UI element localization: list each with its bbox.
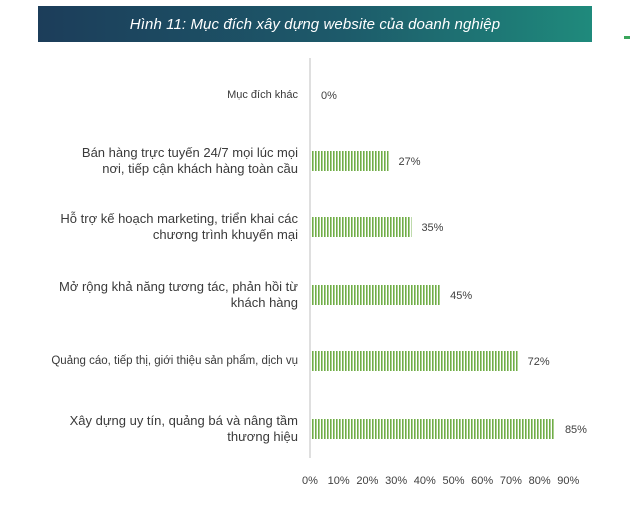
data-label: 0% xyxy=(321,90,337,102)
data-label: 27% xyxy=(398,156,420,168)
chart-title: Hình 11: Mục đích xây dựng website của d… xyxy=(129,15,501,33)
x-tick-label: 80% xyxy=(529,475,551,487)
category-label: Bán hàng trực tuyến 24/7 mọi lúc mọi nơi… xyxy=(81,145,298,176)
bar xyxy=(311,151,389,171)
data-label: 72% xyxy=(528,356,550,368)
chart-title-bar: Hình 11: Mục đích xây dựng website của d… xyxy=(38,6,592,42)
x-tick-label: 20% xyxy=(356,475,378,487)
category-label: Hỗ trợ kế hoạch marketing, triển khai cá… xyxy=(60,211,298,242)
category-label: Xây dựng uy tín, quảng bá và nâng tầm th… xyxy=(69,413,298,444)
x-tick-label: 70% xyxy=(500,475,522,487)
category-label: Mục đích khác xyxy=(227,89,298,101)
x-tick-label: 0% xyxy=(302,475,318,487)
x-tick-label: 60% xyxy=(471,475,493,487)
edge-accent-mark xyxy=(624,36,630,39)
bar xyxy=(311,285,441,305)
bar xyxy=(311,419,555,439)
data-label: 85% xyxy=(565,424,587,436)
category-label: Mở rộng khả năng tương tác, phản hồi từ … xyxy=(59,279,298,310)
data-label: 35% xyxy=(421,222,443,234)
x-tick-label: 90% xyxy=(557,475,579,487)
x-tick-label: 10% xyxy=(328,475,350,487)
x-tick-label: 30% xyxy=(385,475,407,487)
x-tick-label: 50% xyxy=(442,475,464,487)
bar xyxy=(311,217,412,237)
category-label: Quảng cáo, tiếp thị, giới thiệu sản phẩm… xyxy=(51,354,298,367)
bar xyxy=(311,351,518,371)
x-tick-label: 40% xyxy=(414,475,436,487)
data-label: 45% xyxy=(450,290,472,302)
